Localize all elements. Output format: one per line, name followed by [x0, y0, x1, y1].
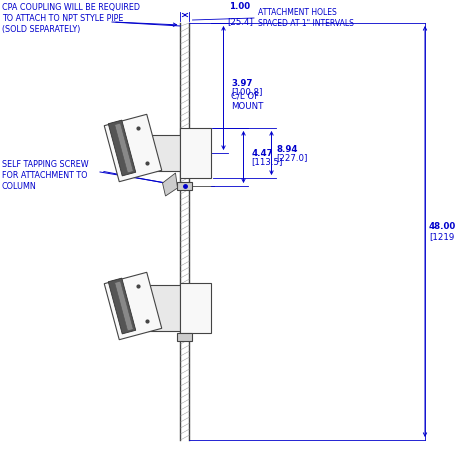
Polygon shape [114, 281, 133, 331]
Text: [113.5]: [113.5] [251, 158, 282, 167]
Bar [177, 333, 192, 341]
Text: [227.0]: [227.0] [276, 153, 307, 163]
Polygon shape [104, 273, 162, 340]
Text: 1.00: 1.00 [229, 2, 250, 11]
Bar [177, 182, 192, 190]
Text: 4.47: 4.47 [251, 148, 273, 158]
Text: 48.00: 48.00 [428, 222, 455, 231]
Text: SELF TAPPING SCREW
FOR ATTACHMENT TO
COLUMN: SELF TAPPING SCREW FOR ATTACHMENT TO COL… [2, 160, 88, 191]
Text: [25.4]: [25.4] [227, 17, 253, 26]
Text: ATTACHMENT HOLES
SPACED AT 1" INTERVALS: ATTACHMENT HOLES SPACED AT 1" INTERVALS [258, 8, 353, 28]
Polygon shape [108, 120, 136, 176]
Text: [1219.2]: [1219.2] [428, 232, 455, 241]
Text: 8.94: 8.94 [276, 145, 298, 153]
Text: CPA COUPLING WILL BE REQUIRED
TO ATTACH TO NPT STYLE PIPE
(SOLD SEPARATELY): CPA COUPLING WILL BE REQUIRED TO ATTACH … [2, 3, 140, 34]
Bar [147, 135, 180, 171]
Polygon shape [104, 114, 162, 182]
Polygon shape [108, 278, 136, 334]
Bar [180, 283, 211, 333]
Bar [147, 285, 180, 331]
Text: 3.97: 3.97 [231, 78, 253, 87]
Polygon shape [162, 173, 177, 196]
Bar [180, 128, 211, 178]
Polygon shape [114, 123, 133, 173]
Text: [100.8]: [100.8] [231, 87, 262, 97]
Text: C/L OF
MOUNT: C/L OF MOUNT [231, 91, 263, 111]
